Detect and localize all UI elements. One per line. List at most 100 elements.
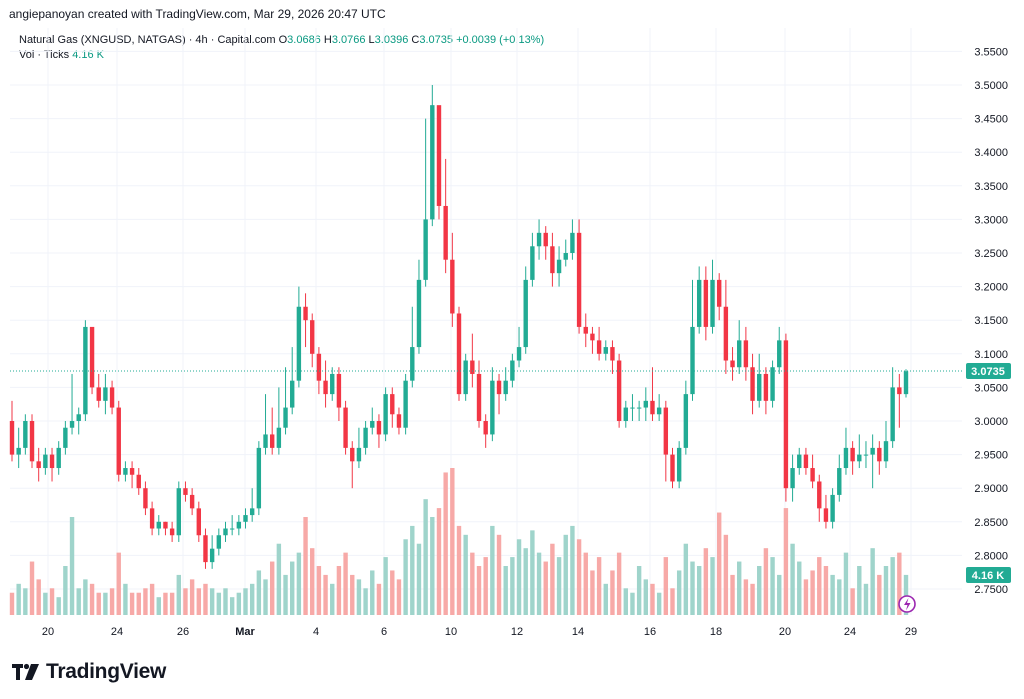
x-tick-label: 16 [644,626,656,638]
candle-body [249,508,255,516]
volume-bar [603,583,608,615]
candle-body [196,508,202,536]
candle-body [109,387,115,408]
volume-bar [463,534,468,615]
volume-bar [169,592,175,615]
candle-body [383,394,388,435]
candle-body [463,360,468,395]
volume-bar [290,561,295,615]
candle-body [623,407,628,421]
volume-bar [576,539,582,615]
volume-bar [556,557,562,615]
y-tick-label: 3.5000 [974,80,1008,92]
volume-label[interactable]: Vol · Ticks [19,49,70,61]
candle-body [556,259,562,274]
candle-body [96,387,101,401]
volume-bar [83,579,88,615]
volume-bar [336,566,342,615]
symbol-title[interactable]: Natural Gas (XNGUSD, NATGAS) · 4h · Capi… [19,34,276,46]
volume-bar [410,525,415,615]
candle-body [476,373,482,421]
volume-bar [443,472,448,615]
volume-bar [770,557,775,615]
volume-value: 4.16 K [72,49,104,61]
volume-bar [763,548,769,615]
candle-body [350,447,355,462]
tradingview-wordmark: TradingView [46,660,167,683]
volume-bar [570,525,575,615]
volume-bar [837,579,842,615]
candle-body [737,340,742,368]
volume-bar [436,508,442,615]
volume-bar [897,552,902,615]
candle-body [797,454,802,469]
volume-bar [530,530,535,615]
candle-body [850,447,855,462]
candle-body [396,414,402,428]
volume-bar [209,588,215,615]
volume-bar [877,574,882,615]
symbol-legend[interactable]: Natural Gas (XNGUSD, NATGAS) · 4h · Capi… [19,34,544,46]
volume-bar [790,543,795,615]
volume-bar [136,592,141,615]
candle-body [676,447,682,482]
candle-body [710,279,715,327]
volume-bar [363,588,368,615]
candle-body [757,373,762,401]
candle-body [370,421,375,428]
volume-bar [416,543,422,615]
volume-bar [269,561,275,615]
candle-body [76,414,81,421]
y-tick-label: 3.4000 [974,147,1008,159]
candle-body [116,407,121,475]
price-axis[interactable]: 3.5500 3.5000 3.4500 3.4000 3.3500 3.3000 3.25… [974,46,1008,596]
candle-body [143,488,148,509]
candle-body [510,360,515,381]
candle-body [643,400,649,408]
candle-body [696,279,702,327]
volume-bar [430,517,435,615]
volume-bar [350,574,355,615]
time-axis[interactable]: 20 24 26 Mar 4 6 10 12 14 16 18 20 24 29 [42,626,917,638]
candle-body [103,387,108,401]
volume-bar [743,579,749,615]
candle-body [830,494,835,522]
open-value: 3.0686 [287,34,321,46]
y-tick-label: 3.2500 [974,248,1008,260]
candle-body [410,347,415,381]
volume-bar [730,574,735,615]
volume-bar [323,574,328,615]
volume-bar [116,552,121,615]
candle-body [777,340,782,368]
volume-bar [249,583,255,615]
volume-bar [543,561,548,615]
candle-body [610,347,615,361]
volume-bar [316,566,322,615]
y-tick-label: 2.9000 [974,483,1008,495]
high-label: H [323,34,332,46]
volume-bar [670,588,675,615]
change-value: +0.0039 (+0.13%) [456,34,545,46]
y-tick-label: 3.5500 [974,46,1008,58]
candle-body [23,421,28,448]
candle-body [450,259,455,314]
candle-body [703,279,709,327]
candle-body [837,468,842,495]
candle-body [430,105,435,220]
volume-bar [223,588,228,615]
candle-body [416,279,422,348]
x-tick-label: 24 [844,626,856,638]
low-label: L [368,34,375,46]
volume-bar [797,561,802,615]
y-tick-label: 3.1500 [974,315,1008,327]
lightning-icon[interactable] [898,595,916,613]
volume-legend[interactable]: Vol · Ticks 4.16 K [19,49,104,61]
candle-body [730,360,735,368]
last-price-badge [966,363,1011,379]
candle-body [523,279,528,348]
x-tick-label: 26 [177,626,189,638]
close-value: 3.0735 [419,34,453,46]
candle-body [156,521,161,529]
volume-bar [256,570,262,615]
